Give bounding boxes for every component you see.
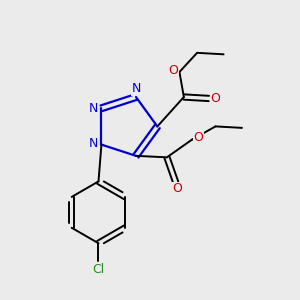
- Text: N: N: [88, 136, 98, 150]
- Text: O: O: [210, 92, 220, 105]
- Text: O: O: [172, 182, 182, 195]
- Text: O: O: [194, 131, 203, 144]
- Text: N: N: [88, 102, 98, 115]
- Text: O: O: [168, 64, 178, 77]
- Text: N: N: [131, 82, 141, 95]
- Text: Cl: Cl: [92, 263, 105, 276]
